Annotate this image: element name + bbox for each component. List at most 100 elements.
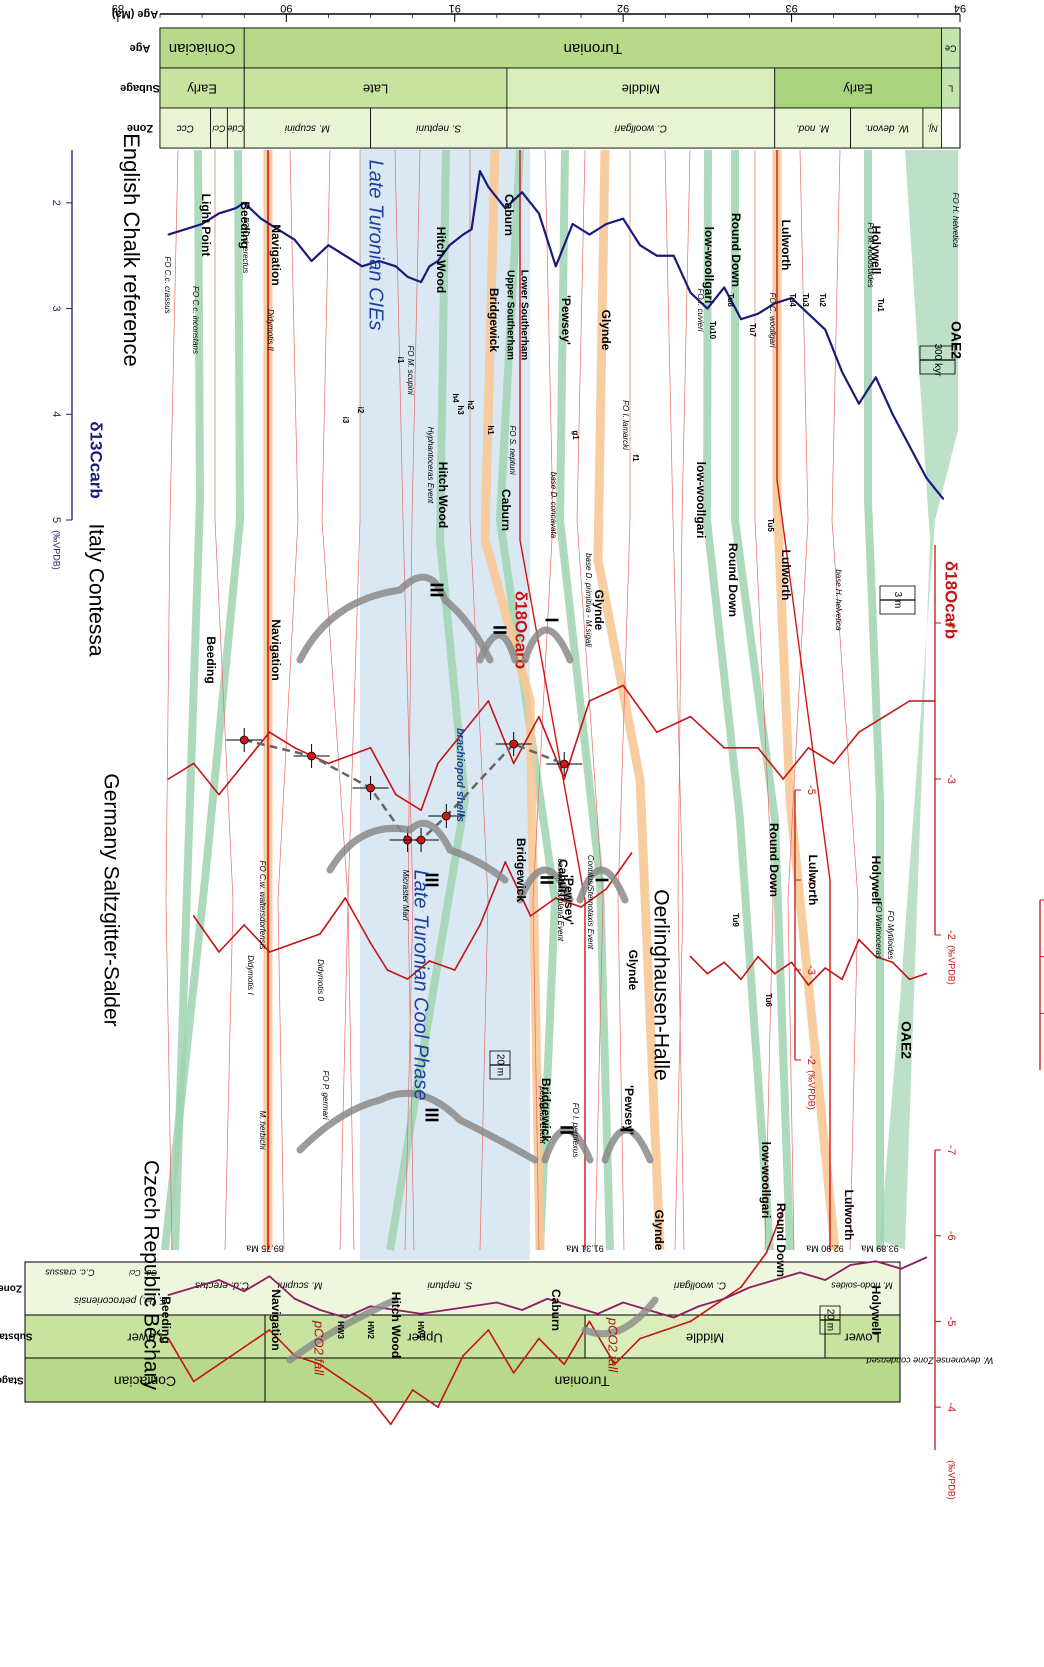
isotope-level-20: HW2 [366, 1321, 375, 1339]
bottom-zone-cci: Cci [129, 1268, 141, 1277]
top-zone-label-2: Cde [228, 124, 245, 134]
panel-series-point-0-24 [504, 207, 507, 210]
bottom-timescale: Coniacian Turonian Lower Upper Middle Lo… [0, 1244, 993, 1403]
panel-series-point-4-9 [389, 1423, 392, 1426]
orange-event-label-12: Lulworth [806, 855, 820, 906]
panel-series-point-1-2 [218, 793, 220, 796]
panel-series-point-0-49 [925, 476, 928, 479]
oae2-wedge [880, 150, 958, 1250]
panel-units-4: (‰VPDB) [947, 1460, 957, 1500]
isotope-level-3: h4 [451, 393, 460, 403]
bottom-zone-scupini: M. scupini [277, 1279, 323, 1290]
panel-series-point-0-42 [807, 312, 810, 315]
panel-value-tick-label-0-1: 3 [50, 306, 62, 312]
brachiopod-point-4 [416, 835, 426, 845]
cool-phase-arc-4 [516, 866, 574, 904]
annotation-label-4: FO I. cuvieri [696, 288, 705, 331]
cool-phase-label-3: III [421, 872, 441, 887]
bottom-substage-upper [264, 1314, 586, 1359]
bottom-stage-label-turonian: Turonian [555, 1373, 610, 1389]
brachiopod-point-1 [307, 751, 316, 761]
panel-3: -3-4-5(‰VPDB)Oerlinghausen-Halleδ18Ocarb [649, 889, 1044, 1081]
panel-series-line-4 [167, 1209, 784, 1426]
panel-series-point-4-11 [436, 1406, 439, 1409]
annotation-label-20: Didymotis I [246, 955, 255, 995]
panel-series-point-4-4 [268, 1329, 271, 1331]
top-timescale: 89 90 91 92 93 94 Age (Ma) Coniacian Turonian C… [111, 2, 966, 149]
scale-bar-label-2: 20 m [824, 1309, 835, 1331]
bottom-age-marker-4: 93.89 Ma [861, 1244, 899, 1254]
panel-series-point-2-2 [243, 924, 246, 926]
annotation-label-11: base D. concavata [549, 472, 558, 539]
annotation-label-26: Conulus/Sternotaxis Event [586, 855, 595, 950]
green-event-label-37: Holywell [869, 1286, 883, 1335]
cool-phase-arc-5 [576, 866, 629, 904]
age-tick-label-5: 94 [954, 2, 966, 14]
panel-series-point-2-5 [319, 933, 321, 935]
panel-title-0: English Chalk reference [119, 133, 144, 367]
annotation-label-13: FO S. neptuni [508, 425, 517, 475]
panel-series-point-0-12 [361, 265, 364, 268]
green-event-band-2 [386, 149, 470, 1251]
brachiopod-point-7 [559, 759, 569, 769]
top-stage-label-1: Turonian [564, 40, 623, 57]
panel-series-point-3-8 [824, 967, 827, 969]
brachiopod-dashed-line [243, 738, 565, 842]
cool-phase-label-1: II [489, 625, 509, 635]
event-labels: Navigation Navigation Navigation Bridgewick… [159, 192, 960, 1358]
bottom-stage-turonian [264, 1357, 901, 1403]
label-lower-southerham: Lower Southerham [518, 270, 529, 361]
panel-series-point-0-2 [201, 223, 204, 225]
cool-phase-label-7: II [556, 1125, 576, 1135]
panel-symbol-0: δ13Ccarb [87, 421, 106, 498]
annotation-label-24: Micraster Marl [401, 870, 410, 921]
panel-series-point-1-27 [933, 700, 936, 702]
panel-series-point-0-5 [243, 201, 246, 204]
green-event-label-25: 'Pewsey' [559, 295, 573, 345]
panel-series-point-0-0 [167, 233, 170, 236]
isotope-level-5: i2 [356, 407, 365, 414]
panel-series-point-2-10 [428, 960, 431, 962]
bottom-stage-coniacian [24, 1357, 266, 1403]
panel-title-2: Germany Saltzgitter-Salder [99, 773, 122, 1026]
panel-series-point-1-25 [883, 715, 886, 718]
panel-titles: Late Turonian CIEs Late Turonian Cool Ph… [312, 160, 965, 1377]
green-event-band-5 [702, 149, 774, 1251]
panel-series-point-1-21 [782, 778, 785, 780]
top-substage-cell-3 [774, 67, 942, 109]
pco2-fall-arc-2 [581, 1296, 659, 1338]
panel-series-point-5-23 [748, 1286, 751, 1289]
panel-value-tick-label-0-0: 2 [50, 200, 62, 206]
panel-series-point-5-9 [394, 1309, 397, 1311]
panel-series-point-3-6 [790, 961, 793, 964]
bottom-substage-label-lower: Lower [127, 1331, 163, 1346]
panel-series-point-3-7 [807, 984, 810, 986]
panel-series-point-1-17 [655, 731, 658, 734]
panel-series-point-3-14 [925, 972, 928, 975]
scale-bar-label-1: 3 m [892, 592, 903, 609]
bottom-age-marker-1: 89.75 Ma [246, 1244, 284, 1254]
panel-series-point-0-46 [874, 376, 877, 379]
top-zone-cell-6 [774, 107, 851, 149]
isotope-level-13: Tu5 [766, 518, 775, 532]
green-event-label-27: 'Pewsey' [622, 1085, 636, 1135]
panel-series-point-1-8 [420, 809, 422, 812]
orange-event-label-1: Navigation [269, 619, 283, 680]
panel-series-point-5-4 [268, 1275, 271, 1278]
age-tick-label-3: 92 [617, 2, 629, 14]
orange-event-label-9: Glynde [652, 1210, 666, 1251]
panel-series-point-0-15 [406, 275, 409, 278]
panel-series-point-4-1 [192, 1380, 195, 1383]
panel-series-point-0-40 [773, 302, 776, 305]
panel-series-point-0-9 [310, 260, 313, 262]
panel-series-point-3-10 [858, 938, 860, 941]
panel-series-point-5-18 [622, 1301, 625, 1304]
thin-correlation-line-9 [576, 149, 604, 1251]
top-header-age: Age [130, 42, 151, 54]
panel-series-point-2-18 [630, 852, 633, 854]
cool-phase-arc-8 [601, 1126, 654, 1164]
annotation-label-12: base D. primitiva - M.sigali [584, 553, 593, 647]
